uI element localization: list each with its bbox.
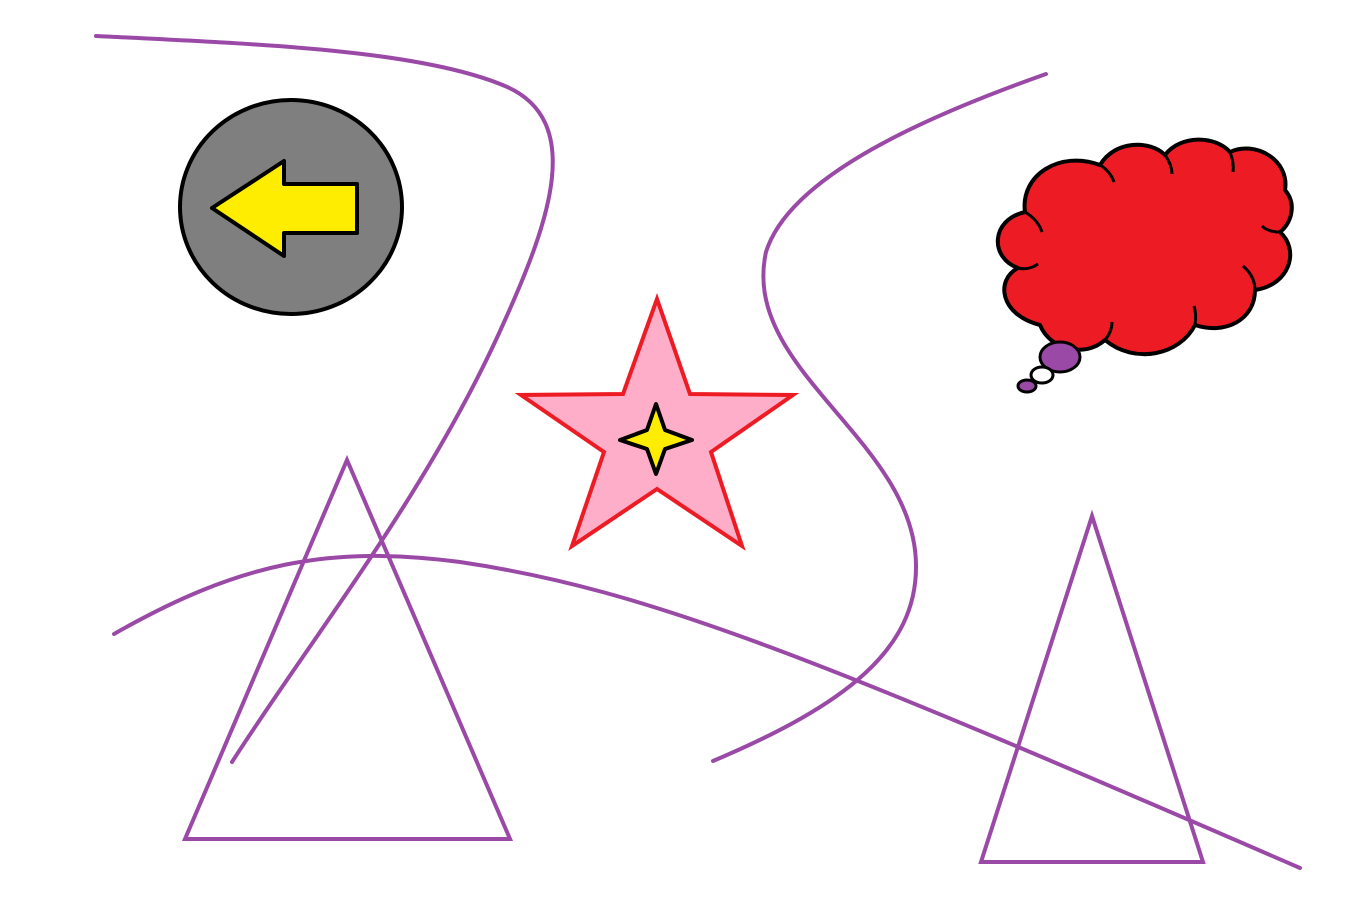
curve-top-left [94,34,555,764]
cloud-inner-curve-2 [1099,163,1116,183]
cloud-inner-curve-9 [1017,262,1039,271]
cloud-inner-curve-1 [1024,210,1044,233]
cloud-body [995,137,1294,357]
yellow-sparkle-icon [618,402,694,476]
cloud-inner-curve-7 [1192,305,1198,326]
thought-bubble-large [1038,340,1082,374]
thought-cloud [995,137,1294,394]
curve-top-right [711,72,1048,763]
cloud-inner-curve-8 [1103,321,1114,341]
left-arrow-icon [210,159,359,258]
cloud-inner-curve-5 [1260,224,1281,234]
left-triangle [181,454,514,841]
thought-bubble-small [1016,378,1038,394]
right-triangle [978,509,1206,864]
curve-bottom [112,553,1302,870]
thought-bubble-medium [1029,365,1055,385]
cloud-inner-curve-3 [1163,154,1174,175]
cloud-inner-curve-6 [1242,264,1257,291]
cloud-inner-curve-4 [1228,151,1235,173]
